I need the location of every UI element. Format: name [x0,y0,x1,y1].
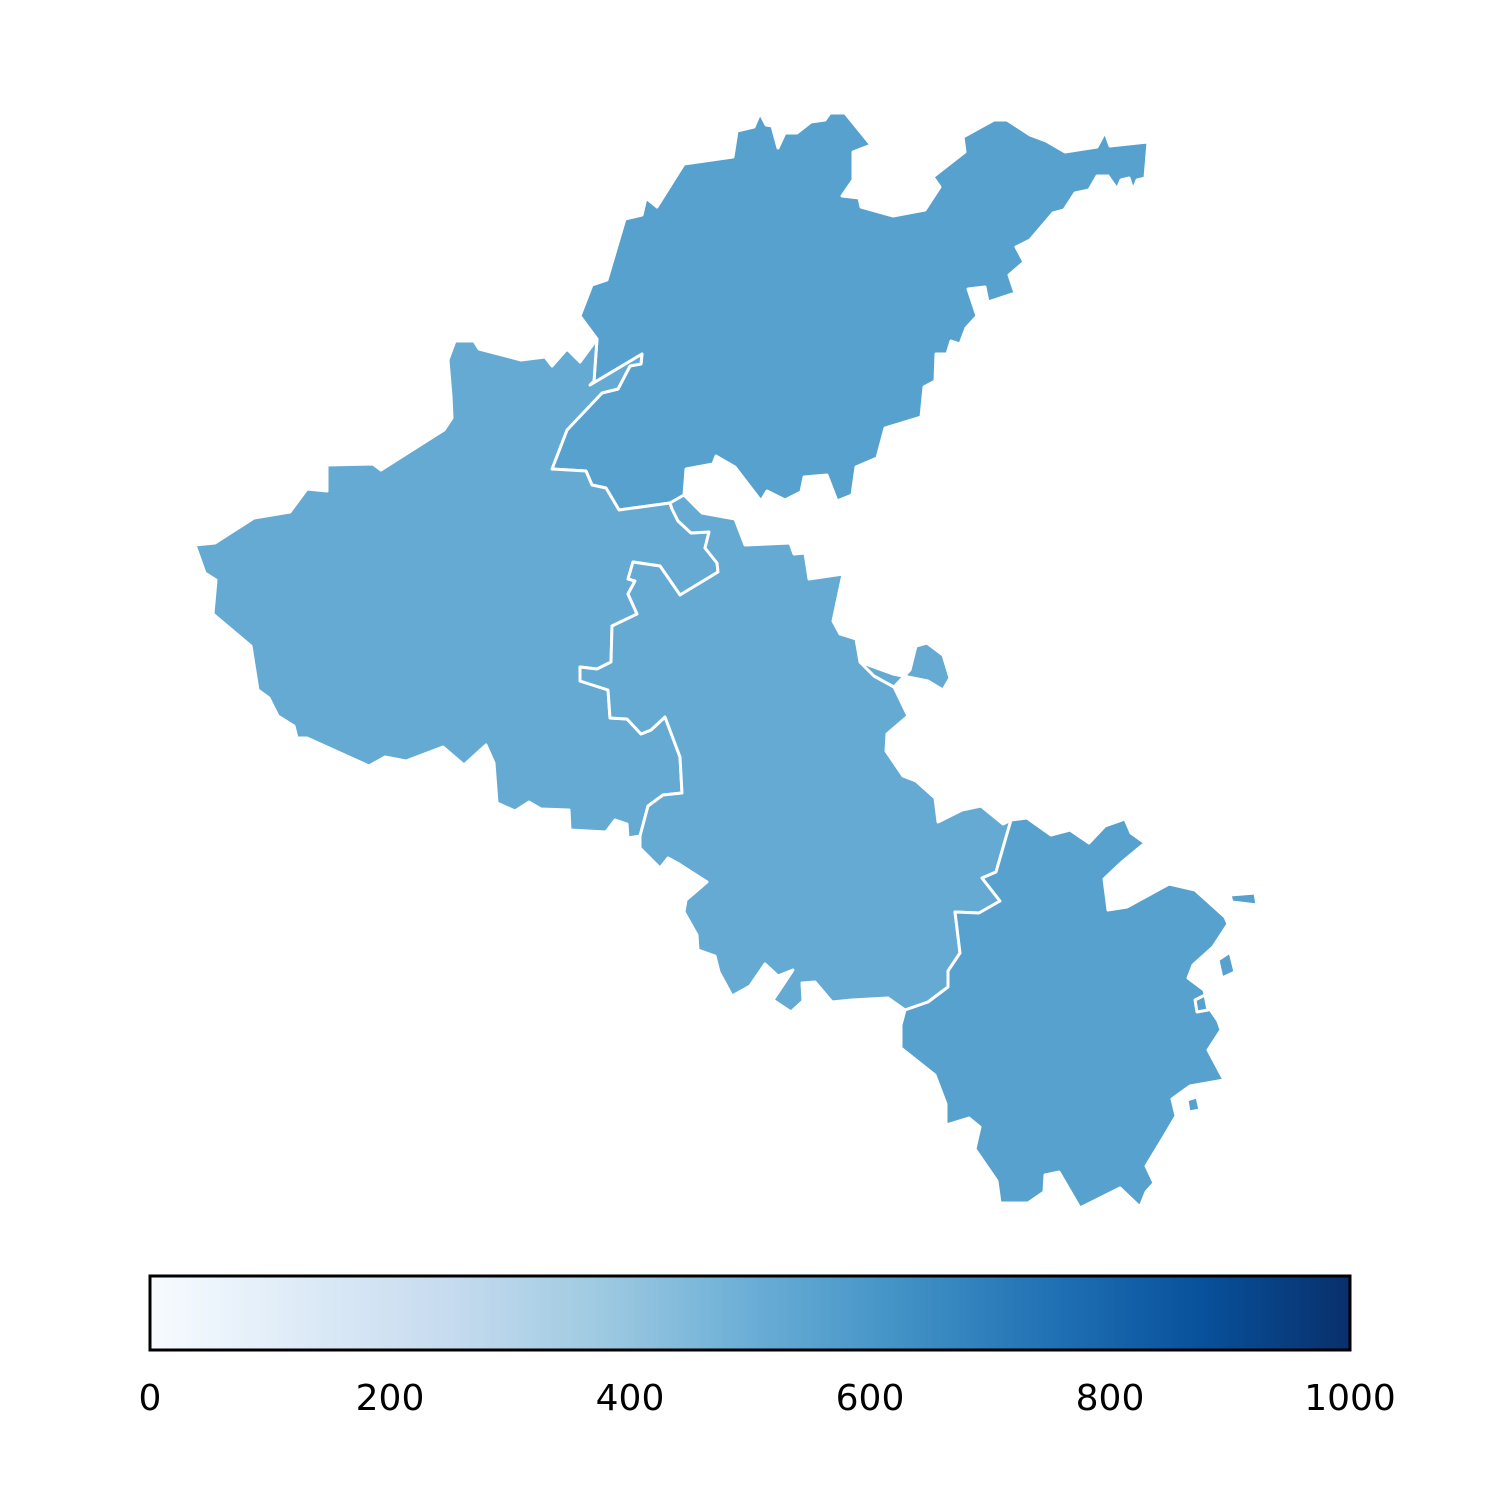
region-southeast-island-1 [1228,891,1259,907]
map-regions [193,111,1259,1210]
colorbar-tick-label: 0 [139,1378,162,1419]
region-center [578,493,1013,1014]
region-northeast [550,111,1150,512]
colorbar-tick-label: 400 [596,1378,665,1419]
region-southeast-island-2 [1216,950,1237,980]
colorbar-tick-label: 200 [356,1378,425,1419]
colorbar-tick-label: 600 [836,1378,905,1419]
colorbar-gradient [150,1276,1350,1350]
region-southeast-island-3 [1193,993,1210,1014]
colorbar-frame [148,1274,1352,1352]
colorbar-tick-label: 1000 [1304,1378,1396,1419]
region-center-lobe [858,641,952,692]
region-southeast-island-4 [1185,1095,1202,1114]
colorbar: 0 200 400 600 800 1000 [139,1274,1396,1419]
region-southeast [899,816,1230,1210]
colorbar-ticks: 0 200 400 600 800 1000 [139,1378,1396,1419]
colorbar-tick-label: 800 [1076,1378,1145,1419]
